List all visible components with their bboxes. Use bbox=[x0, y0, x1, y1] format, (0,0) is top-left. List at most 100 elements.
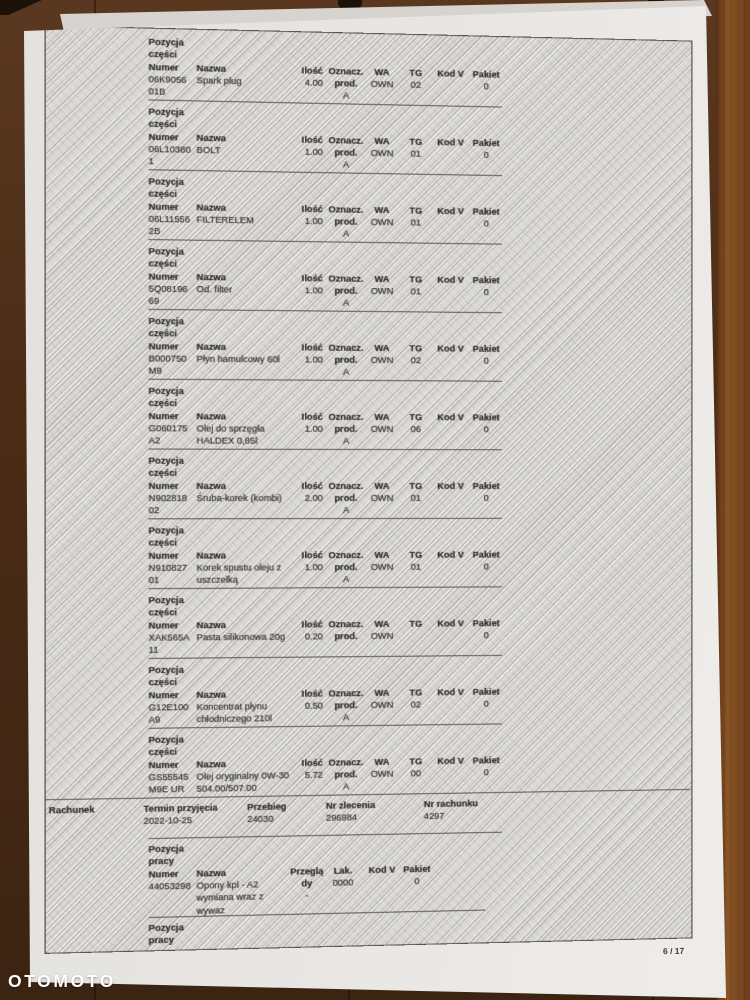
part-czesci-label: części bbox=[148, 746, 178, 758]
part-numer-line2: 69 bbox=[148, 295, 160, 307]
row-divider bbox=[148, 308, 503, 314]
part-numer: N902818 bbox=[148, 492, 188, 504]
part-czesci-label: części bbox=[148, 258, 178, 270]
page-number: 6 / 17 bbox=[662, 945, 685, 957]
part-numer: GS55545 bbox=[148, 771, 189, 783]
part-pakiet-value: 0 bbox=[483, 81, 489, 92]
part-oznacz-value: A bbox=[342, 159, 350, 170]
part-oznacz-value: A bbox=[342, 712, 350, 723]
col-header-nazwa: Nazwa bbox=[196, 341, 226, 352]
col-header-pakiet: Pakiet bbox=[472, 343, 500, 354]
part-oznacz-value: A bbox=[342, 505, 350, 516]
part-czesci-label: części bbox=[148, 677, 178, 688]
part-tg-value: 01 bbox=[410, 286, 422, 297]
col-header-nazwa: Nazwa bbox=[196, 132, 226, 143]
row-divider bbox=[148, 654, 503, 659]
col-header-pakiet: Pakiet bbox=[472, 686, 500, 697]
col-header-ilosc: Ilość bbox=[301, 411, 323, 422]
part-pakiet-value: 0 bbox=[483, 355, 489, 366]
work-numer-value: 44053298 bbox=[148, 880, 191, 892]
part-ilosc-value: 1.00 bbox=[304, 215, 323, 227]
part-numer-line2: M9E UR bbox=[148, 784, 185, 795]
part-czesci-label: części bbox=[148, 398, 178, 409]
part-ilosc-value: 1.00 bbox=[304, 423, 323, 434]
part-nazwa: Olej do sprzęgła bbox=[196, 423, 265, 434]
invoice-number-label: Nr rachunku bbox=[423, 798, 479, 810]
part-oznacz-value: A bbox=[342, 574, 350, 585]
work-nazwa-line1: Opony kpl - A2 bbox=[196, 879, 259, 891]
part-pakiet-value: 0 bbox=[483, 561, 489, 572]
col-header-nazwa: Nazwa bbox=[196, 619, 226, 630]
work-position-block: Pozycja pracy Numer Nazwa Przeglą Lak. K… bbox=[148, 836, 569, 915]
part-numer: G12E100 bbox=[148, 701, 189, 713]
work-position-block-truncated: Pozycja pracy bbox=[46, 26, 692, 945]
part-czesci-label: części bbox=[148, 49, 178, 60]
part-pakiet-value: 0 bbox=[483, 767, 489, 778]
part-numer: 06L10380 bbox=[148, 143, 191, 155]
part-nazwa-line2: chłodniczego 210l bbox=[196, 713, 272, 725]
part-pozycja-label: Pozycja bbox=[148, 176, 184, 188]
part-pozycja-label: Pozycja bbox=[148, 315, 184, 327]
col-header-pakiet: Pakiet bbox=[472, 754, 500, 766]
part-nazwa: Korek spustu oleju z bbox=[196, 562, 282, 573]
part-czesci-label: części bbox=[148, 537, 178, 548]
part-tg-value: 02 bbox=[410, 79, 422, 90]
col-header-numer: Numer bbox=[148, 131, 179, 143]
part-pakiet-value: 0 bbox=[483, 218, 489, 229]
part-oznacz-value: A bbox=[342, 228, 350, 239]
part-tg-value: 02 bbox=[410, 699, 422, 710]
part-pakiet-value: 0 bbox=[483, 492, 489, 503]
service-document-table: Pozycja części Numer Nazwa Ilość Oznacz. WA TG K… bbox=[44, 25, 693, 954]
acceptance-date-label: Termin przyjęcia bbox=[143, 802, 218, 814]
part-ilosc-value: 2.00 bbox=[304, 492, 323, 503]
part-numer-line2: 1 bbox=[148, 156, 154, 167]
col-header-numer: Numer bbox=[148, 689, 179, 701]
invoice-summary-row: Rachunek Termin przyjęcia 2022-10-25 Prz… bbox=[46, 26, 692, 826]
col-header-nazwa: Nazwa bbox=[196, 689, 226, 700]
col-header-ilosc: Ilość bbox=[301, 688, 323, 699]
col-header-ilosc: Ilość bbox=[301, 134, 323, 145]
part-pakiet-value: 0 bbox=[483, 287, 489, 298]
col-header-numer: Numer bbox=[148, 480, 179, 491]
part-ilosc-value: 1.00 bbox=[304, 146, 323, 158]
col-header-ilosc: Ilość bbox=[301, 64, 323, 76]
part-tg-value: 01 bbox=[410, 492, 422, 503]
col-header-ilosc: Ilość bbox=[301, 618, 323, 630]
part-nazwa-line2: 504.00/507.00 bbox=[196, 782, 257, 794]
col-header-nazwa: Nazwa bbox=[196, 271, 226, 282]
part-numer: XAK565A bbox=[148, 632, 190, 643]
col-header-ilosc: Ilość bbox=[301, 480, 323, 491]
part-ilosc-value: 1.00 bbox=[304, 354, 323, 365]
part-pakiet-value: 0 bbox=[483, 424, 489, 435]
work-pozycja-label: Pozycja bbox=[148, 843, 184, 855]
part-ilosc-value: 0.20 bbox=[304, 631, 323, 642]
part-oznacz-value: A bbox=[342, 90, 350, 101]
part-nazwa: Płyn hamulcowy 60l bbox=[196, 353, 280, 365]
mileage-label: Przebieg bbox=[247, 801, 287, 813]
col-header-numer: Numer bbox=[148, 410, 179, 421]
col-header-numer: Numer bbox=[148, 271, 179, 282]
part-position-block: Pozycja części Numer Nazwa Ilość Oznacz. WA TG K… bbox=[148, 661, 569, 735]
part-nazwa-line2: HALDEX 0,85l bbox=[196, 435, 258, 446]
col-header-ilosc: Ilość bbox=[301, 757, 323, 768]
col-header-nazwa: Nazwa bbox=[196, 758, 226, 770]
part-pozycja-label: Pozycja bbox=[148, 246, 184, 257]
part-pozycja-label: Pozycja bbox=[148, 36, 184, 48]
part-numer-line2: 2B bbox=[148, 226, 161, 237]
part-pozycja-label: Pozycja bbox=[148, 455, 184, 466]
part-numer-line2: 01 bbox=[148, 575, 160, 586]
invoice-label: Rachunek bbox=[48, 804, 95, 816]
part-czesci-label: części bbox=[148, 468, 178, 479]
col-header-pakiet: Pakiet bbox=[472, 617, 500, 628]
work2-pracy-label: pracy bbox=[148, 934, 174, 946]
part-ilosc-value: 1.00 bbox=[304, 562, 323, 573]
col-header-numer: Numer bbox=[148, 619, 179, 631]
part-pakiet-value: 0 bbox=[483, 630, 489, 641]
part-pozycja-label: Pozycja bbox=[148, 525, 184, 536]
otomoto-watermark: OTOMOTO bbox=[8, 971, 116, 991]
col-header-ilosc: Ilość bbox=[301, 549, 323, 560]
work-pracy-label: pracy bbox=[148, 856, 174, 867]
part-position-block: Pozycja części Numer Nazwa Ilość Oznacz. WA TG K… bbox=[148, 593, 569, 665]
